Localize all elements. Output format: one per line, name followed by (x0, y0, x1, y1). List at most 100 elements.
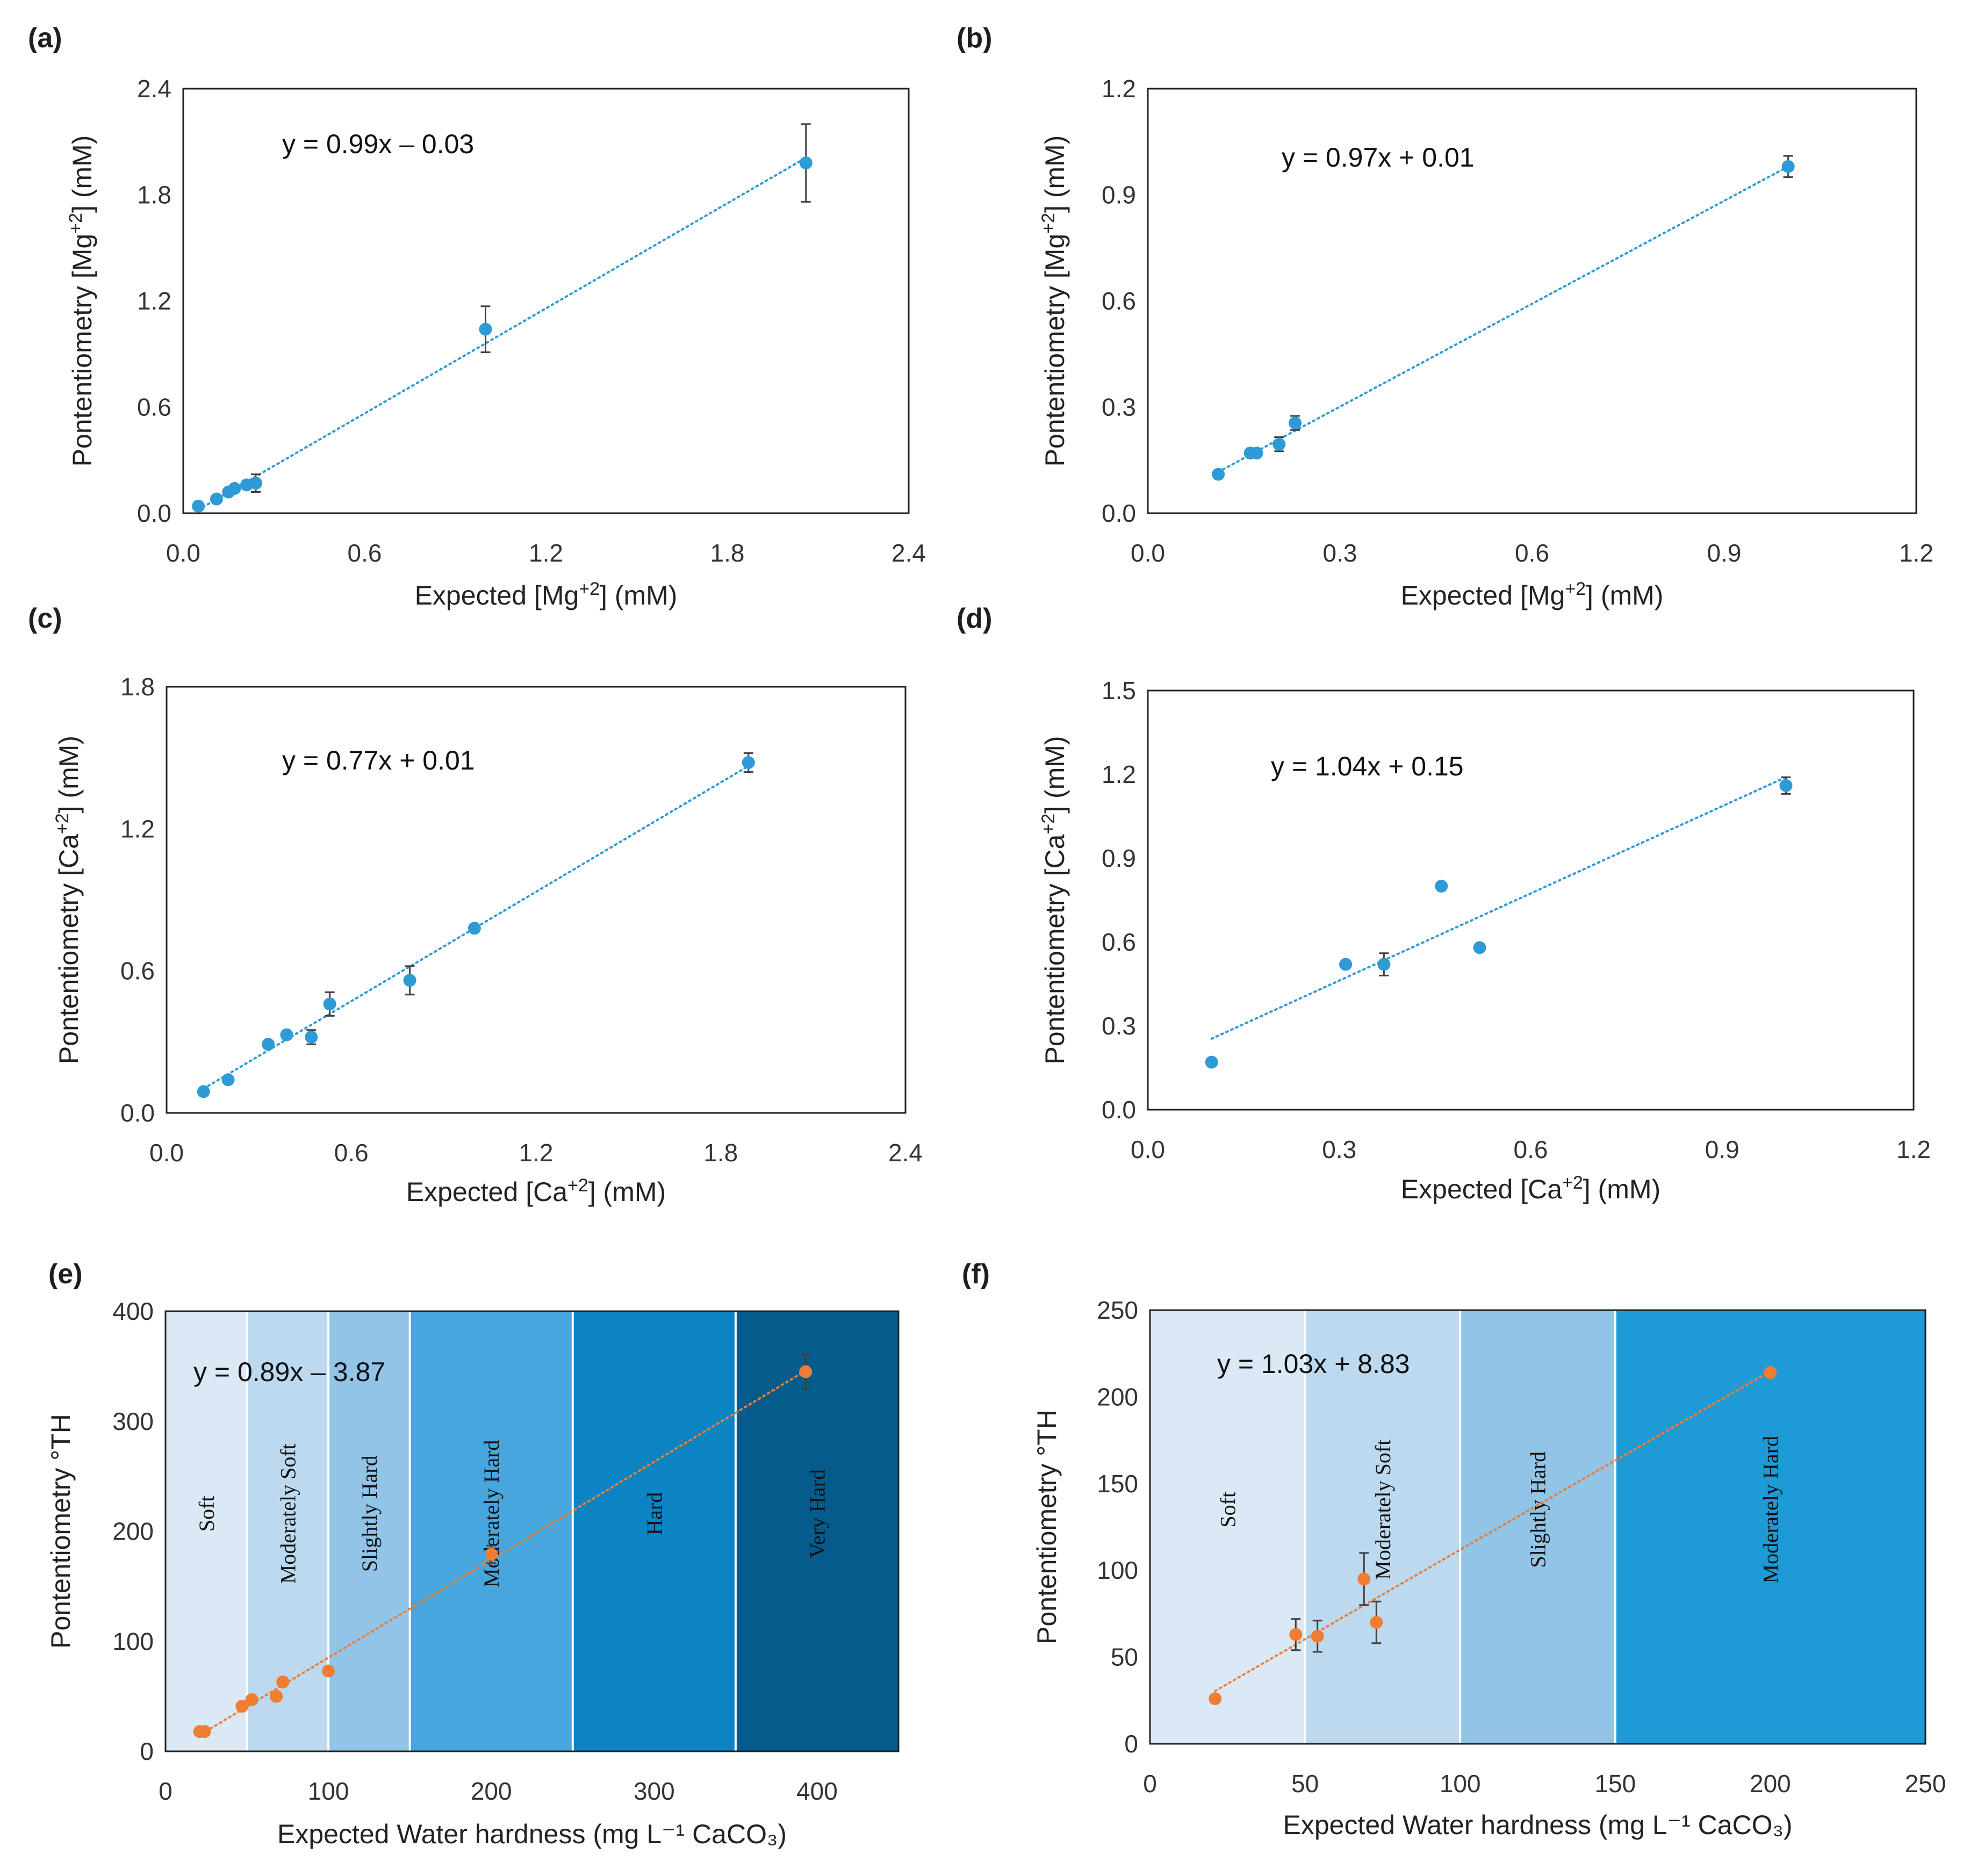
data-point (197, 1085, 210, 1098)
y-axis-title: Pontentiometry [Mg+2] (mM) (66, 135, 97, 467)
data-point (1370, 1616, 1383, 1629)
x-tick-label: 0.6 (1514, 1135, 1548, 1163)
trendline (200, 1369, 807, 1735)
x-tick-label: 0.0 (166, 539, 200, 567)
y-tick-label: 150 (1097, 1470, 1138, 1498)
x-tick-label: 0 (159, 1777, 172, 1805)
plot-area (183, 89, 909, 513)
x-tick-label: 0.0 (1131, 1135, 1165, 1163)
data-point (198, 1725, 211, 1738)
x-tick-label: 1.2 (1896, 1135, 1931, 1163)
data-point (1473, 941, 1486, 954)
y-tick-label: 1.2 (1102, 760, 1136, 788)
chart-panel-b: (b) 0.0 0.3 0.6 0.9 1.2 0.0 0.3 0.6 0.9 1.2 Expecte… (957, 23, 1933, 610)
y-tick-label: 200 (112, 1518, 154, 1546)
data-point (276, 1676, 290, 1689)
zone-label: Moderately Soft (276, 1443, 300, 1584)
y-tick-label: 300 (112, 1407, 154, 1435)
x-tick-label: 150 (1594, 1770, 1636, 1798)
panel-label: (d) (957, 603, 992, 634)
y-tick-label: 0.0 (137, 499, 171, 527)
data-point (228, 481, 241, 495)
zone-label: Soft (195, 1496, 219, 1532)
plot-frame (1147, 88, 1917, 514)
data-point (210, 492, 223, 506)
data-point (249, 477, 262, 490)
y-tick-label: 0.6 (1102, 928, 1136, 956)
x-tick-label: 0.3 (1323, 539, 1357, 567)
data-point (1435, 880, 1448, 893)
plot-area (1148, 89, 1916, 513)
trendline (1214, 1370, 1772, 1692)
hardness-zone (1460, 1310, 1615, 1744)
chart-panel-e: (e)Soft Moderately Soft Slightly Hard Moder… (46, 1259, 900, 1849)
data-point (245, 1693, 258, 1706)
trendline-equation: y = 0.97x + 0.01 (1282, 142, 1475, 172)
x-tick-label: 0.0 (1131, 539, 1165, 567)
hardness-zone (166, 1311, 247, 1751)
data-point (799, 1365, 813, 1378)
plot-frame (166, 686, 907, 1114)
panel-label: (f) (962, 1259, 990, 1290)
x-tick-label: 0 (1143, 1770, 1157, 1798)
trendline-equation: y = 0.77x + 0.01 (282, 745, 475, 775)
x-axis-title: Expected [Mg+2] (mM) (1401, 579, 1664, 610)
y-tick-label: 0.6 (120, 957, 155, 985)
plot-frame (1149, 1309, 1926, 1745)
data-point (280, 1028, 293, 1041)
y-tick-label: 1.8 (137, 181, 171, 209)
x-tick-label: 1.2 (519, 1139, 553, 1167)
data-point (221, 1073, 235, 1087)
data-point (1339, 958, 1353, 971)
zone-label: Moderately Hard (1758, 1436, 1782, 1583)
y-axis-title: Pontentiometry °TH (46, 1414, 76, 1649)
data-point (270, 1690, 283, 1703)
x-axis-title: Expected [Ca+2] (mM) (406, 1175, 666, 1207)
x-tick-label: 1.2 (529, 539, 563, 567)
hardness-zone (409, 1311, 573, 1751)
trendline (1217, 165, 1789, 473)
y-tick-label: 400 (112, 1297, 154, 1325)
zone-label: Soft (1216, 1492, 1240, 1528)
x-axis-title: Expected Water hardness (mg L⁻¹ CaCO₃) (277, 1819, 787, 1849)
x-tick-label: 0.6 (334, 1139, 369, 1167)
data-point (262, 1038, 275, 1051)
panel-label: (b) (957, 23, 992, 54)
plot-area (167, 687, 905, 1113)
x-tick-label: 1.8 (710, 539, 745, 567)
trendline (1210, 776, 1787, 1040)
y-tick-label: 100 (1097, 1556, 1138, 1584)
x-tick-label: 1.2 (1899, 539, 1933, 567)
hardness-zone (572, 1311, 736, 1751)
y-tick-label: 0.3 (1102, 393, 1136, 421)
y-tick-label: 0.9 (1102, 844, 1136, 872)
x-axis-title: Expected [Ca+2] (mM) (1401, 1173, 1660, 1204)
y-tick-label: 0 (140, 1737, 154, 1765)
data-point (485, 1548, 498, 1561)
x-tick-label: 2.4 (891, 539, 926, 567)
zone-label: Very Hard (805, 1469, 829, 1558)
zone-label: Slightly Hard (357, 1455, 382, 1572)
plot-frame (1147, 689, 1915, 1111)
data-point (1272, 437, 1286, 451)
y-tick-label: 0.0 (120, 1099, 155, 1127)
data-point (192, 499, 205, 513)
x-tick-label: 200 (471, 1777, 512, 1805)
hardness-zone (328, 1311, 410, 1751)
y-tick-label: 100 (112, 1627, 154, 1655)
x-tick-label: 0.6 (348, 539, 382, 567)
trendline-equation: y = 1.03x + 8.83 (1217, 1349, 1410, 1379)
y-tick-label: 1.2 (137, 287, 171, 315)
trendline-equation: y = 0.89x – 3.87 (193, 1357, 385, 1387)
data-point (1779, 779, 1793, 792)
y-tick-label: 1.5 (1102, 677, 1136, 705)
data-point (323, 997, 336, 1011)
zone-label: Slightly Hard (1526, 1451, 1550, 1568)
data-point (235, 1700, 249, 1713)
chart-panel-d: (d) 0.0 0.3 0.6 0.9 1.2 1.5 0.0 0.3 0.6 0.9 1.2 Expe… (957, 603, 1931, 1204)
data-point (1289, 416, 1302, 430)
hardness-zone (735, 1311, 898, 1751)
data-point (1209, 1692, 1222, 1706)
data-point (1764, 1366, 1777, 1379)
